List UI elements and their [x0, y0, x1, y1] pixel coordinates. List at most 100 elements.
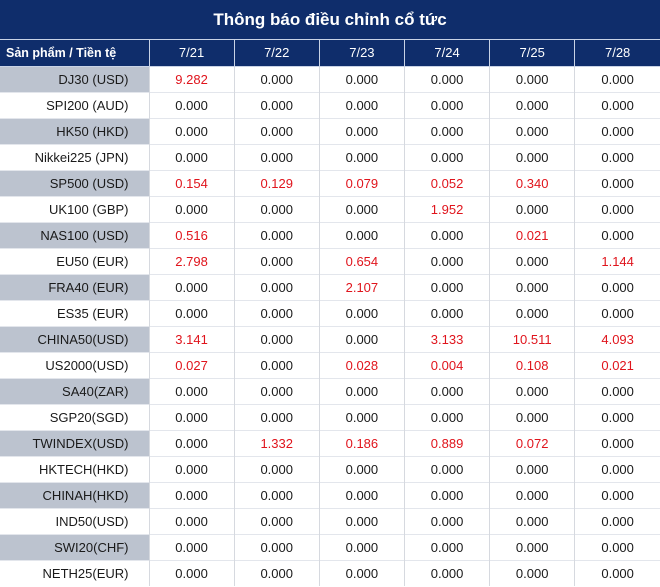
value-cell: 0.000	[489, 273, 575, 300]
value-cell: 0.000	[318, 65, 405, 92]
value-cell: 0.000	[318, 507, 405, 534]
value-cell: 0.000	[318, 195, 405, 222]
value-cell: 0.000	[318, 377, 405, 404]
value-cell: 0.000	[318, 481, 405, 508]
table-row: SPI200 (AUD) 0.000 0.000 0.000 0.000 0.000 0.0…	[0, 91, 660, 118]
product-cell: NAS100 (USD)	[0, 221, 149, 248]
value-cell: 0.000	[318, 533, 405, 560]
product-cell: TWINDEX(USD)	[0, 429, 149, 456]
value-cell: 0.000	[403, 507, 490, 534]
table-body: DJ30 (USD) 9.282 0.000 0.000 0.000 0.000 0.000…	[0, 65, 660, 586]
value-cell: 0.154	[148, 169, 235, 196]
value-cell: 0.000	[403, 533, 490, 560]
value-cell: 0.000	[318, 221, 405, 248]
product-cell: US2000(USD)	[0, 351, 149, 378]
value-cell: 0.000	[403, 299, 490, 326]
table-row: UK100 (GBP) 0.000 0.000 0.000 1.952 0.000 0.00…	[0, 195, 660, 222]
product-cell: DJ30 (USD)	[0, 65, 149, 92]
value-cell: 0.028	[318, 351, 405, 378]
value-cell: 0.000	[148, 455, 235, 482]
table-row: FRA40 (EUR) 0.000 0.000 2.107 0.000 0.000 0.00…	[0, 273, 660, 300]
product-cell: NETH25(EUR)	[0, 559, 149, 586]
value-cell: 0.000	[148, 533, 235, 560]
value-cell: 0.000	[489, 299, 575, 326]
product-cell: SGP20(SGD)	[0, 403, 149, 430]
value-cell: 0.000	[148, 429, 235, 456]
value-cell: 0.000	[489, 377, 575, 404]
table-row: SP500 (USD) 0.154 0.129 0.079 0.052 0.340 0.00…	[0, 169, 660, 196]
value-cell: 0.000	[403, 221, 490, 248]
table-row: ES35 (EUR) 0.000 0.000 0.000 0.000 0.000 0.000	[0, 299, 660, 326]
value-cell: 0.108	[489, 351, 575, 378]
value-cell: 0.000	[574, 481, 660, 508]
value-cell: 0.000	[574, 455, 660, 482]
value-cell: 0.000	[489, 117, 575, 144]
value-cell: 0.000	[403, 117, 490, 144]
value-cell: 0.000	[489, 65, 575, 92]
value-cell: 0.000	[318, 559, 405, 586]
table-row: SA40(ZAR) 0.000 0.000 0.000 0.000 0.000 0.000	[0, 377, 660, 404]
value-cell: 0.340	[489, 169, 575, 196]
value-cell: 0.000	[233, 559, 320, 586]
value-cell: 1.952	[403, 195, 490, 222]
value-cell: 2.107	[318, 273, 405, 300]
table-row: IND50(USD) 0.000 0.000 0.000 0.000 0.000 0.000	[0, 507, 660, 534]
value-cell: 0.000	[574, 169, 660, 196]
product-cell: ES35 (EUR)	[0, 299, 149, 326]
value-cell: 0.027	[148, 351, 235, 378]
value-cell: 0.000	[233, 481, 320, 508]
product-cell: HKTECH(HKD)	[0, 455, 149, 482]
value-cell: 0.000	[489, 455, 575, 482]
value-cell: 0.000	[148, 507, 235, 534]
value-cell: 4.093	[574, 325, 660, 352]
table-row: NETH25(EUR) 0.000 0.000 0.000 0.000 0.000 0.00…	[0, 559, 660, 586]
value-cell: 0.000	[489, 481, 575, 508]
value-cell: 0.000	[233, 507, 320, 534]
product-cell: FRA40 (EUR)	[0, 273, 149, 300]
value-cell: 0.000	[233, 117, 320, 144]
table-row: US2000(USD) 0.027 0.000 0.028 0.004 0.108 0.02…	[0, 351, 660, 378]
value-cell: 0.000	[574, 195, 660, 222]
value-cell: 0.000	[574, 221, 660, 248]
column-header-date: 7/24	[403, 40, 490, 67]
value-cell: 1.332	[233, 429, 320, 456]
product-cell: SA40(ZAR)	[0, 377, 149, 404]
product-cell: Nikkei225 (JPN)	[0, 143, 149, 170]
value-cell: 0.000	[403, 91, 490, 118]
column-header-date: 7/22	[233, 40, 320, 67]
product-cell: SPI200 (AUD)	[0, 91, 149, 118]
value-cell: 0.000	[403, 247, 490, 274]
value-cell: 2.798	[148, 247, 235, 274]
value-cell: 0.000	[233, 195, 320, 222]
value-cell: 0.000	[318, 325, 405, 352]
value-cell: 0.000	[403, 403, 490, 430]
value-cell: 0.021	[489, 221, 575, 248]
column-header-date: 7/23	[318, 40, 405, 67]
value-cell: 0.000	[233, 455, 320, 482]
value-cell: 0.000	[489, 91, 575, 118]
table-row: TWINDEX(USD) 0.000 1.332 0.186 0.889 0.072 0.0…	[0, 429, 660, 456]
value-cell: 0.000	[318, 143, 405, 170]
table-row: EU50 (EUR) 2.798 0.000 0.654 0.000 0.000 1.144	[0, 247, 660, 274]
value-cell: 0.129	[233, 169, 320, 196]
value-cell: 0.052	[403, 169, 490, 196]
value-cell: 0.000	[233, 533, 320, 560]
value-cell: 0.000	[148, 299, 235, 326]
product-cell: SP500 (USD)	[0, 169, 149, 196]
value-cell: 3.141	[148, 325, 235, 352]
value-cell: 0.000	[574, 559, 660, 586]
value-cell: 0.000	[233, 351, 320, 378]
product-cell: IND50(USD)	[0, 507, 149, 534]
value-cell: 0.000	[574, 273, 660, 300]
value-cell: 0.000	[148, 195, 235, 222]
value-cell: 0.000	[148, 117, 235, 144]
value-cell: 0.072	[489, 429, 575, 456]
value-cell: 0.000	[318, 455, 405, 482]
value-cell: 0.000	[403, 143, 490, 170]
value-cell: 0.000	[318, 299, 405, 326]
value-cell: 0.000	[489, 195, 575, 222]
value-cell: 0.000	[489, 507, 575, 534]
value-cell: 0.000	[574, 507, 660, 534]
value-cell: 0.000	[574, 377, 660, 404]
value-cell: 0.000	[574, 91, 660, 118]
